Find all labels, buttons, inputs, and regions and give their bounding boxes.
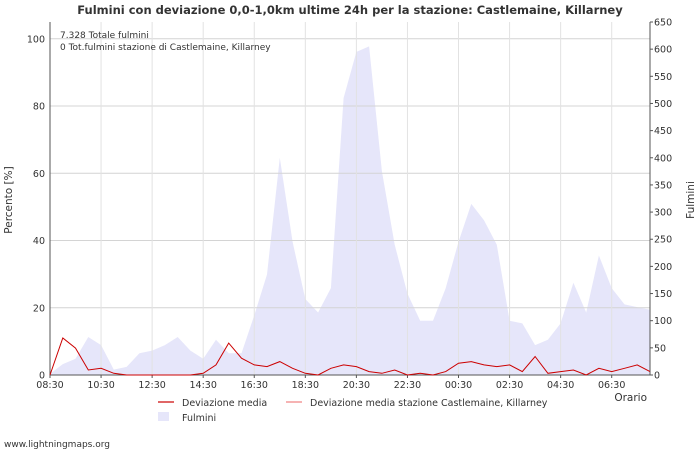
y-tick-label: 0 (39, 371, 45, 382)
chart-annotation-station: 0 Tot.fulmini stazione di Castlemaine, K… (60, 43, 271, 53)
legend-label-deviazione-media: Deviazione media (182, 398, 267, 409)
y2-tick-label: 100 (654, 316, 672, 327)
fulmini-area (50, 46, 650, 376)
x-tick-label: 10:30 (87, 380, 114, 391)
legend-label-deviazione-stazione: Deviazione media stazione Castlemaine, K… (310, 398, 548, 409)
x-tick-label: 12:30 (138, 380, 165, 391)
y2-tick-label: 400 (654, 153, 672, 164)
y-tick-label: 20 (33, 303, 45, 314)
y2-tick-label: 500 (654, 99, 672, 110)
y2-tick-label: 600 (654, 45, 672, 56)
x-tick-label: 04:30 (547, 380, 574, 391)
y-tick-label: 100 (27, 34, 45, 45)
x-tick-label: 08:30 (36, 380, 63, 391)
y2-tick-label: 550 (654, 72, 672, 83)
chart-annotation-total: 7.328 Totale fulmini (60, 31, 149, 41)
x-tick-label: 16:30 (241, 380, 268, 391)
y2-tick-label: 50 (654, 343, 666, 354)
y2-tick-label: 0 (654, 371, 660, 382)
y2-tick-label: 200 (654, 262, 672, 273)
x-tick-label: 18:30 (292, 380, 319, 391)
x-tick-label: 22:30 (394, 380, 421, 391)
x-axis-label: Orario (614, 392, 647, 404)
legend-swatch-fulmini (158, 412, 169, 421)
x-tick-label: 02:30 (496, 380, 523, 391)
y-tick-label: 40 (33, 236, 45, 247)
y-axis-label: Percento [%] (3, 166, 15, 233)
y2-axis-label: Fulmini (685, 181, 697, 219)
y2-tick-label: 650 (654, 18, 672, 29)
legend-label-fulmini: Fulmini (182, 413, 216, 424)
x-tick-label: 00:30 (445, 380, 472, 391)
y2-tick-label: 450 (654, 126, 672, 137)
legend: Deviazione media Deviazione media stazio… (158, 398, 548, 424)
y-tick-label: 80 (33, 102, 45, 113)
x-tick-label: 20:30 (343, 380, 370, 391)
y2-tick-label: 250 (654, 235, 672, 246)
deviazione-media-line (49, 337, 651, 376)
y-tick-label: 60 (33, 169, 45, 180)
y2-tick-label: 300 (654, 208, 672, 219)
x-tick-label: 14:30 (189, 380, 216, 391)
y2-tick-label: 150 (654, 289, 672, 300)
x-tick-label: 06:30 (598, 380, 625, 391)
y2-tick-label: 350 (654, 180, 672, 191)
chart-title: Fulmini con deviazione 0,0-1,0km ultime … (77, 3, 623, 17)
watermark: www.lightningmaps.org (4, 440, 110, 450)
